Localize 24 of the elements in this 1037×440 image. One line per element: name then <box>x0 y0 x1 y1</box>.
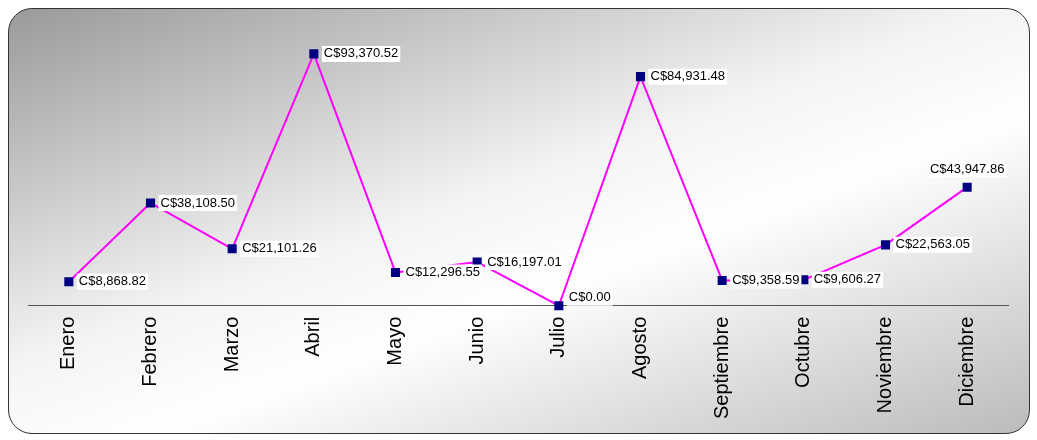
x-tick-label: Febrero <box>138 316 161 387</box>
x-tick-label: Mayo <box>383 316 406 366</box>
data-label: C$22,563.05 <box>895 236 970 252</box>
x-tick-label: Agosto <box>628 316 651 379</box>
data-label: C$43,947.86 <box>929 160 1005 176</box>
x-tick-label: Enero <box>56 316 79 371</box>
data-label: C$21,101.26 <box>242 240 317 256</box>
data-label: C$38,108.50 <box>160 194 235 210</box>
x-tick-label: Septiembre <box>709 316 732 420</box>
data-label: C$84,931.48 <box>650 68 725 84</box>
x-tick-label: Marzo <box>219 316 242 373</box>
x-tick-label: Junio <box>464 316 487 365</box>
data-label: C$9,606.27 <box>813 271 882 287</box>
data-label: C$16,197.01 <box>487 253 562 269</box>
x-tick-label: Julio <box>546 316 569 358</box>
data-label: C$8,868.82 <box>78 273 147 289</box>
data-label: C$93,370.52 <box>323 45 399 61</box>
x-tick-label: Octubre <box>791 316 814 388</box>
x-tick-label: Abril <box>301 316 324 357</box>
data-label: C$9,358.59 <box>732 272 800 288</box>
data-label: C$0.00 <box>568 289 611 305</box>
data-label: C$12,296.55 <box>405 264 480 280</box>
x-tick-label: Diciembre <box>954 316 977 407</box>
x-tick-label: Noviembre <box>873 316 896 414</box>
